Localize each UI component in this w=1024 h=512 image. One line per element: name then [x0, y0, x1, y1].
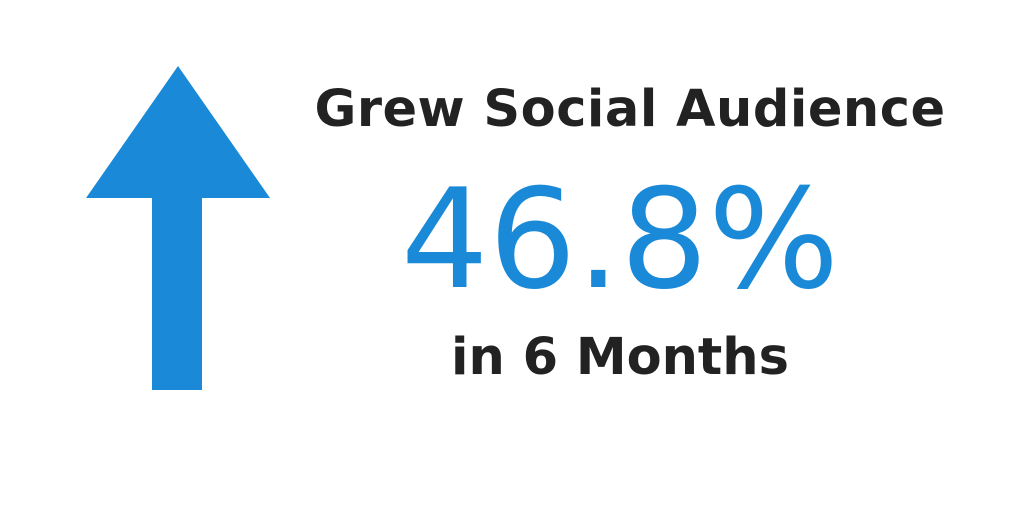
time-period: in 6 Months	[451, 328, 789, 387]
growth-percentage: 46.8%	[400, 159, 840, 320]
headline: Grew Social Audience	[314, 80, 946, 139]
up-arrow-icon	[86, 66, 270, 390]
arrow-shape	[86, 66, 270, 390]
